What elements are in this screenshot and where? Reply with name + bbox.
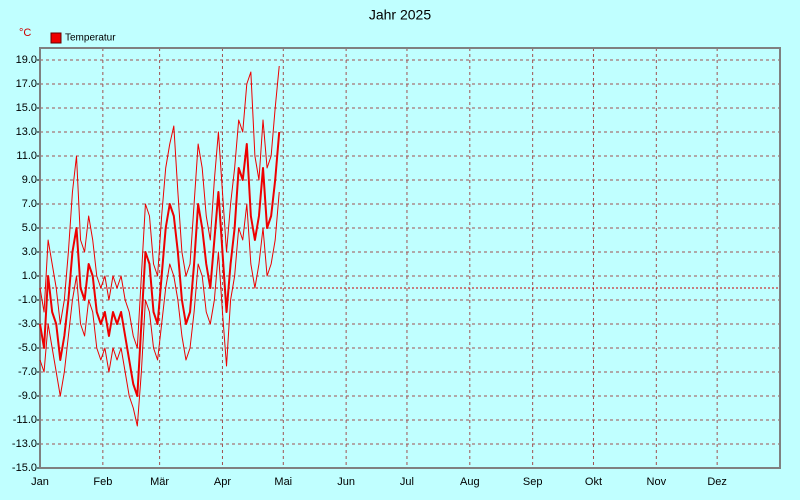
y-tick-label: -11.0 xyxy=(13,414,37,426)
x-tick-label: Mai xyxy=(274,476,292,488)
y-tick-label: 13.0 xyxy=(16,126,37,138)
y-tick-label: -5.0 xyxy=(18,342,37,354)
x-tick-label: Nov xyxy=(647,476,667,488)
series-line xyxy=(39,65,280,349)
y-tick-label: 15.0 xyxy=(16,102,37,114)
x-tick-label: Sep xyxy=(523,476,543,488)
x-tick-label: Feb xyxy=(93,476,112,488)
legend-label: Temperatur xyxy=(65,33,116,44)
x-tick-label: Aug xyxy=(460,476,480,488)
y-tick-label: -13.0 xyxy=(12,438,37,450)
x-tick-label: Dez xyxy=(707,476,727,488)
y-tick-label: -9.0 xyxy=(18,390,37,402)
y-tick-label: 9.0 xyxy=(22,174,37,186)
y-tick-label: 19.0 xyxy=(16,54,37,66)
series-line xyxy=(39,191,280,427)
y-tick-label: 17.0 xyxy=(16,78,37,90)
y-tick-label: -3.0 xyxy=(18,318,37,330)
y-tick-label: 3.0 xyxy=(22,246,37,258)
x-tick-label: Jan xyxy=(31,476,49,488)
y-tick-label: 1.0 xyxy=(22,270,37,282)
x-tick-label: Mär xyxy=(150,476,169,488)
chart-title: Jahr 2025 xyxy=(369,7,431,23)
legend-swatch xyxy=(50,32,62,44)
y-axis-unit: °C xyxy=(19,27,31,39)
series-line xyxy=(39,131,281,397)
y-tick-label: -1.0 xyxy=(18,294,37,306)
y-tick-label: -7.0 xyxy=(18,366,37,378)
y-tick-label: -15.0 xyxy=(12,462,37,474)
x-tick-label: Jun xyxy=(337,476,355,488)
y-tick-label: 7.0 xyxy=(22,198,37,210)
x-tick-label: Okt xyxy=(585,476,602,488)
plot-frame xyxy=(39,47,781,469)
x-tick-label: Jul xyxy=(400,476,414,488)
y-tick-label: 11.0 xyxy=(16,150,37,162)
x-tick-label: Apr xyxy=(214,476,231,488)
y-tick-label: 5.0 xyxy=(22,222,37,234)
